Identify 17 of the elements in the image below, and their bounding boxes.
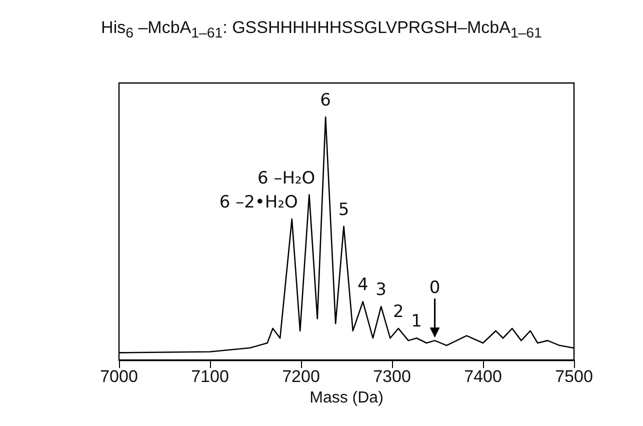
annotation: 6 <box>320 90 331 111</box>
annotation: 5 <box>338 200 350 220</box>
annotation: 0 <box>429 278 440 298</box>
annotation: 4 <box>357 275 368 296</box>
annotation: 2 <box>392 302 404 322</box>
x-axis-title: Mass (Da) <box>310 390 384 406</box>
x-tick-label: 7400 <box>464 367 502 386</box>
chart-title: His$_{6}$ –McbA$_{1–61}$: GSSHHHHHHSSGLVPRGSH–McbA$_{1–61}$ <box>100 18 543 42</box>
x-tick-label: 7200 <box>282 367 320 386</box>
annotation: 6 –2•H₂O <box>219 192 298 213</box>
x-tick-label: 7300 <box>373 367 411 386</box>
x-tick-label: 7100 <box>191 367 229 386</box>
annotation: 1 <box>411 312 422 332</box>
x-tick-label: 7500 <box>555 367 593 386</box>
x-tick-label: 7000 <box>100 367 138 386</box>
annotation: 6 –H₂O <box>257 168 316 188</box>
annotation: 3 <box>376 280 386 300</box>
